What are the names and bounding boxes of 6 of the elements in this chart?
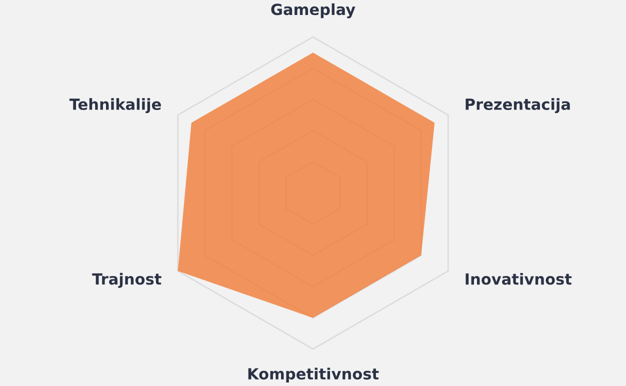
spoke-label: Prezentacija — [466, 98, 570, 114]
spoke-label: Inovativnost — [466, 272, 572, 285]
spoke-label: Trajnost — [92, 272, 162, 288]
spoke-label: Gameplay — [271, 3, 356, 18]
spoke-label: Kompetitivnost — [248, 368, 379, 383]
spoke-label: Tehnikalije — [69, 98, 161, 114]
